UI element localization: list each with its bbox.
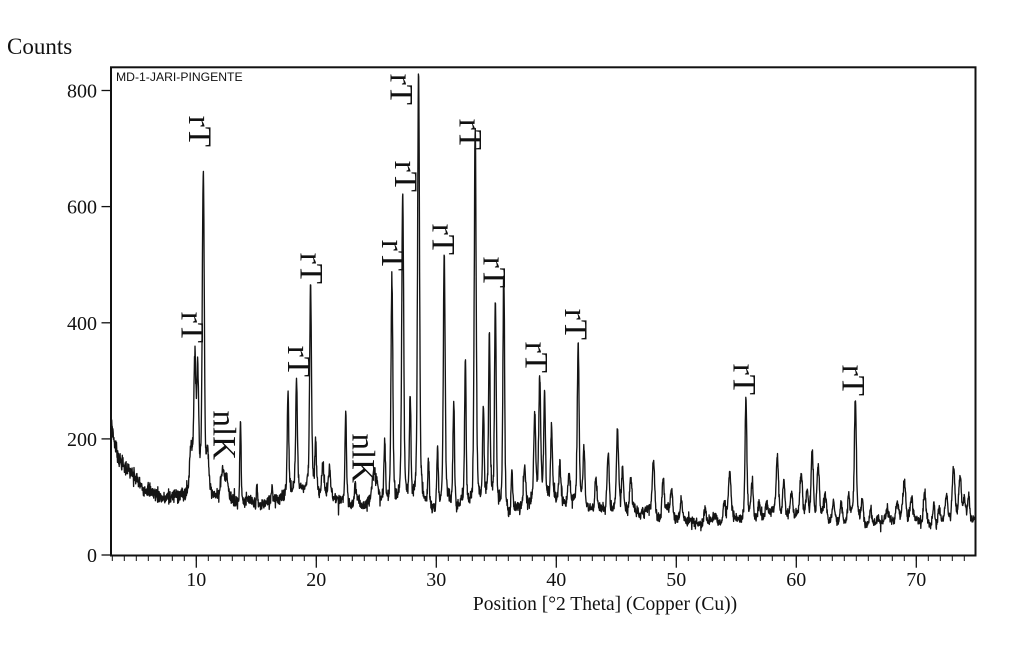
svg-text:rT: rT: [518, 342, 554, 373]
svg-text:rT: rT: [476, 257, 512, 288]
svg-text:rT: rT: [425, 224, 461, 255]
svg-text:30: 30: [426, 569, 446, 591]
svg-text:600: 600: [67, 197, 97, 219]
svg-text:rT: rT: [181, 116, 217, 147]
svg-text:200: 200: [67, 429, 97, 451]
svg-text:rT: rT: [293, 253, 329, 284]
svg-text:Counts: Counts: [7, 34, 72, 59]
svg-text:rT: rT: [726, 364, 762, 395]
svg-text:70: 70: [906, 569, 926, 591]
svg-text:rT: rT: [835, 365, 871, 396]
svg-text:10: 10: [186, 569, 206, 591]
svg-text:800: 800: [67, 81, 97, 103]
svg-text:rT: rT: [383, 74, 419, 105]
svg-text:0: 0: [87, 545, 97, 567]
svg-text:nlK: nlK: [206, 411, 242, 461]
svg-text:20: 20: [306, 569, 326, 591]
svg-text:40: 40: [546, 569, 566, 591]
svg-text:rT: rT: [374, 240, 410, 271]
svg-text:rT: rT: [557, 309, 593, 340]
svg-text:50: 50: [666, 569, 686, 591]
svg-text:60: 60: [786, 569, 806, 591]
svg-text:Position [°2 Theta] (Copper (C: Position [°2 Theta] (Copper (Cu)): [473, 594, 737, 615]
svg-text:400: 400: [67, 313, 97, 335]
svg-text:rT: rT: [452, 119, 488, 150]
svg-text:MD-1-JARI-PINGENTE: MD-1-JARI-PINGENTE: [116, 70, 243, 84]
svg-text:rT: rT: [174, 312, 210, 343]
